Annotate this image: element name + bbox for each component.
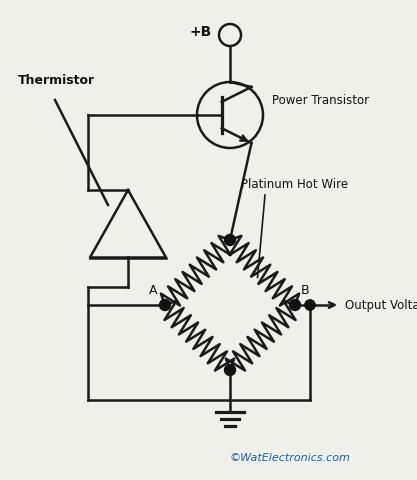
Text: B: B <box>301 285 310 298</box>
Circle shape <box>224 235 236 245</box>
Circle shape <box>305 300 315 310</box>
Circle shape <box>159 300 171 311</box>
Text: Power Transistor: Power Transistor <box>272 94 369 107</box>
Circle shape <box>305 300 315 310</box>
Text: A: A <box>148 285 157 298</box>
Text: Platinum Hot Wire: Platinum Hot Wire <box>241 179 349 192</box>
Text: Output Voltage: Output Voltage <box>345 299 417 312</box>
Text: Thermistor: Thermistor <box>18 73 95 86</box>
Text: ©WatElectronics.com: ©WatElectronics.com <box>230 453 350 463</box>
Circle shape <box>224 364 236 375</box>
Text: +B: +B <box>190 25 212 39</box>
Circle shape <box>289 300 301 311</box>
